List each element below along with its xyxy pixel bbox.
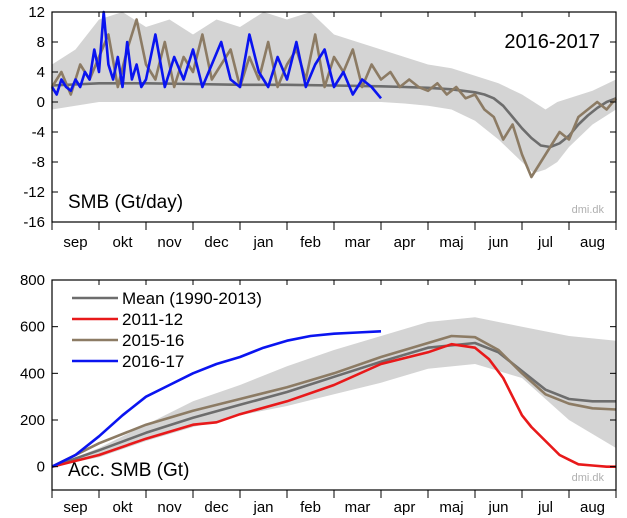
daily-smb-panel: 12 8 4 0 -4 -8 -12 -16 sep okt nov dec jan feb mar apr m… bbox=[23, 4, 617, 251]
daily-panel-label: SMB (Gt/day) bbox=[68, 192, 183, 213]
acc-panel-label: Acc. SMB (Gt) bbox=[68, 460, 189, 481]
daily-ytick-label: 4 bbox=[37, 64, 45, 81]
daily-xtick-label-maj: maj bbox=[439, 234, 463, 251]
daily-xtick-label-jan: jan bbox=[252, 234, 273, 251]
daily-ytick-label: -12 bbox=[23, 184, 45, 201]
daily-credit: dmi.dk bbox=[572, 204, 605, 216]
legend-label: 2016-17 bbox=[122, 352, 184, 371]
acc-ytick-label: 200 bbox=[20, 412, 45, 429]
daily-xtick-label-apr: apr bbox=[394, 234, 416, 251]
daily-ytick-label: -4 bbox=[32, 124, 45, 141]
daily-xtick-label-sep: sep bbox=[63, 234, 87, 251]
acc-series-2011-12 bbox=[51, 342, 616, 468]
daily-ytick-label: -16 bbox=[23, 214, 45, 231]
acc-xtick-label-jun: jun bbox=[487, 499, 508, 516]
legend: Mean (1990-2013) 2011-12 2015-16 2016-17 bbox=[72, 289, 262, 371]
legend-label: 2015-16 bbox=[122, 331, 184, 350]
acc-xtick-label-aug: aug bbox=[580, 499, 605, 516]
daily-ytick-label: 0 bbox=[37, 94, 45, 111]
acc-series-2016-17 bbox=[51, 330, 382, 468]
daily-series-2016-17 bbox=[50, 10, 382, 100]
season-label: 2016-2017 bbox=[504, 31, 600, 53]
acc-xtick-label-jul: jul bbox=[537, 499, 553, 516]
daily-ytick-label: 12 bbox=[28, 4, 45, 21]
daily-ytick-label: 8 bbox=[37, 34, 45, 51]
acc-envelope-band bbox=[52, 317, 616, 467]
daily-series-mean bbox=[51, 82, 617, 149]
acc-xtick-label-okt: okt bbox=[112, 499, 133, 516]
daily-xtick-label-mar: mar bbox=[345, 234, 371, 251]
acc-series-2015-16 bbox=[51, 334, 617, 468]
acc-series-mean-1990-2013 bbox=[51, 341, 616, 468]
acc-ytick-label: 400 bbox=[20, 365, 45, 382]
daily-ytick-label: -8 bbox=[32, 154, 45, 171]
acc-xtick-label-mar: mar bbox=[345, 499, 371, 516]
acc-xtick-label-feb: feb bbox=[300, 499, 321, 516]
acc-xtick-label-sep: sep bbox=[63, 499, 87, 516]
acc-xtick-label-jan: jan bbox=[252, 499, 273, 516]
acc-credit: dmi.dk bbox=[572, 472, 605, 484]
acc-xtick-label-dec: dec bbox=[204, 499, 229, 516]
daily-xtick-label-nov: nov bbox=[157, 234, 182, 251]
daily-xtick-label-jun: jun bbox=[487, 234, 508, 251]
acc-ytick-label: 800 bbox=[20, 272, 45, 289]
acc-xtick-label-maj: maj bbox=[439, 499, 463, 516]
acc-ytick-label: 600 bbox=[20, 319, 45, 336]
daily-xtick-label-feb: feb bbox=[300, 234, 321, 251]
accumulated-smb-panel: 800 600 400 200 0 sep okt nov dec jan feb mar apr maj… bbox=[20, 272, 617, 516]
daily-xtick-label-jul: jul bbox=[537, 234, 553, 251]
daily-xtick-label-aug: aug bbox=[580, 234, 605, 251]
daily-series-2015-16 bbox=[50, 18, 617, 179]
acc-ytick-label: 0 bbox=[37, 459, 45, 476]
acc-xtick-label-apr: apr bbox=[394, 499, 416, 516]
daily-xtick-label-dec: dec bbox=[204, 234, 229, 251]
legend-label: Mean (1990-2013) bbox=[122, 289, 262, 308]
daily-xtick-label-okt: okt bbox=[112, 234, 133, 251]
legend-label: 2011-12 bbox=[122, 310, 183, 329]
acc-xtick-label-nov: nov bbox=[157, 499, 182, 516]
